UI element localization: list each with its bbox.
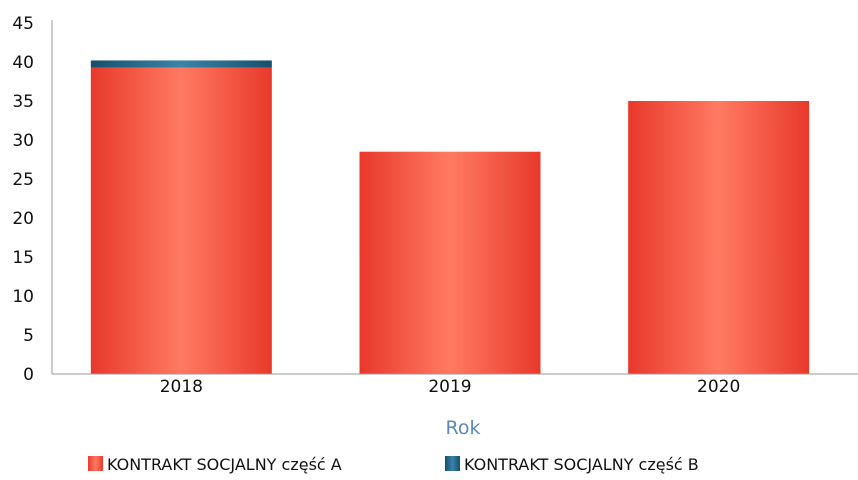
y-tick-label: 20 <box>12 209 34 229</box>
y-tick-label: 35 <box>12 92 34 112</box>
legend-label: KONTRAKT SOCJALNY część A <box>107 455 342 474</box>
bar-series-a-2020 <box>628 101 810 374</box>
legend: KONTRAKT SOCJALNY część A KONTRAKT SOCJAL… <box>88 455 699 474</box>
y-tick-label: 30 <box>12 131 34 151</box>
y-tick-label: 5 <box>23 326 34 346</box>
bar-series-a-2018 <box>90 67 272 375</box>
x-axis: 2018 2019 2020 <box>52 373 858 397</box>
x-tick-label: 2018 <box>160 377 203 397</box>
legend-swatch <box>445 456 460 471</box>
y-axis: 0 5 10 15 20 25 30 35 40 45 <box>12 14 53 385</box>
legend-swatch <box>88 456 103 471</box>
y-tick-label: 25 <box>12 170 34 190</box>
legend-label: KONTRAKT SOCJALNY część B <box>464 455 699 474</box>
bar-series-b-2018 <box>90 60 272 68</box>
y-tick-label: 10 <box>12 287 34 307</box>
y-tick-label: 15 <box>12 248 34 268</box>
x-tick-label: 2019 <box>428 377 471 397</box>
y-tick-label: 0 <box>23 365 34 385</box>
x-tick-label: 2020 <box>697 377 740 397</box>
y-tick-label: 45 <box>12 14 34 34</box>
y-tick-label: 40 <box>12 53 34 73</box>
bar-series-a-2019 <box>359 151 541 374</box>
x-axis-title: Rok <box>446 417 481 439</box>
bars <box>90 60 810 375</box>
